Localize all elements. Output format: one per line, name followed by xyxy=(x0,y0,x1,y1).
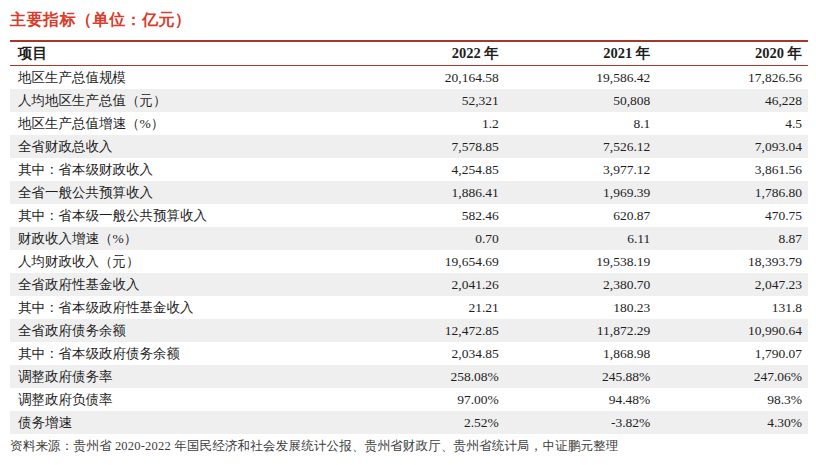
table-row: 财政收入增速（%）0.706.118.87 xyxy=(10,227,808,250)
row-value: 19,538.19 xyxy=(505,250,657,273)
row-value: 245.88% xyxy=(505,365,657,388)
row-label: 全省一般公共预算收入 xyxy=(10,181,361,204)
column-header-year: 2020 年 xyxy=(656,41,808,66)
row-label: 调整政府负债率 xyxy=(10,388,361,411)
row-value: 8.1 xyxy=(505,112,657,135)
row-value: 258.08% xyxy=(361,365,505,388)
row-label: 财政收入增速（%） xyxy=(10,227,361,250)
row-value: 21.21 xyxy=(361,296,505,319)
table-row: 人均地区生产总值（元）52,32150,80846,228 xyxy=(10,89,808,112)
row-value: 620.87 xyxy=(505,204,657,227)
row-label: 其中：省本级政府性基金收入 xyxy=(10,296,361,319)
row-value: 20,164.58 xyxy=(361,66,505,90)
row-value: 2,047.23 xyxy=(656,273,808,296)
column-header-year: 2022 年 xyxy=(361,41,505,66)
row-value: 3,977.12 xyxy=(505,158,657,181)
table-row: 其中：省本级财政收入4,254.853,977.123,861.56 xyxy=(10,158,808,181)
row-value: 1,786.80 xyxy=(656,181,808,204)
row-value: 582.46 xyxy=(361,204,505,227)
row-value: 2,380.70 xyxy=(505,273,657,296)
report-page: 主要指标（单位：亿元） 项目2022 年2021 年2020 年 地区生产总值规… xyxy=(0,0,816,455)
row-value: 17,826.56 xyxy=(656,66,808,90)
row-value: 1,790.07 xyxy=(656,342,808,365)
row-value: 7,526.12 xyxy=(505,135,657,158)
row-value: 2.52% xyxy=(361,411,505,434)
row-value: 11,872.29 xyxy=(505,319,657,342)
table-row: 地区生产总值增速（%）1.28.14.5 xyxy=(10,112,808,135)
row-value: -3.82% xyxy=(505,411,657,434)
row-label: 其中：省本级政府债务余额 xyxy=(10,342,361,365)
row-value: 46,228 xyxy=(656,89,808,112)
table-row: 全省一般公共预算收入1,886.411,969.391,786.80 xyxy=(10,181,808,204)
table-row: 人均财政收入（元）19,654.6919,538.1918,393.79 xyxy=(10,250,808,273)
table-row: 调整政府债务率258.08%245.88%247.06% xyxy=(10,365,808,388)
row-value: 1.2 xyxy=(361,112,505,135)
table-row: 全省财政总收入7,578.857,526.127,093.04 xyxy=(10,135,808,158)
row-label: 全省政府性基金收入 xyxy=(10,273,361,296)
row-value: 131.8 xyxy=(656,296,808,319)
row-value: 18,393.79 xyxy=(656,250,808,273)
row-label: 其中：省本级一般公共预算收入 xyxy=(10,204,361,227)
row-label: 全省财政总收入 xyxy=(10,135,361,158)
row-value: 3,861.56 xyxy=(656,158,808,181)
source-note: 资料来源：贵州省 2020-2022 年国民经济和社会发展统计公报、贵州省财政厅… xyxy=(10,438,808,455)
row-label: 其中：省本级财政收入 xyxy=(10,158,361,181)
row-value: 4.30% xyxy=(656,411,808,434)
indicators-table: 项目2022 年2021 年2020 年 地区生产总值规模20,164.5819… xyxy=(10,40,808,434)
table-row: 调整政府负债率97.00%94.48%98.3% xyxy=(10,388,808,411)
row-value: 19,654.69 xyxy=(361,250,505,273)
row-value: 1,868.98 xyxy=(505,342,657,365)
header-row: 项目2022 年2021 年2020 年 xyxy=(10,41,808,66)
row-label: 地区生产总值增速（%） xyxy=(10,112,361,135)
row-value: 7,578.85 xyxy=(361,135,505,158)
column-header-year: 2021 年 xyxy=(505,41,657,66)
row-value: 50,808 xyxy=(505,89,657,112)
row-value: 8.87 xyxy=(656,227,808,250)
row-value: 470.75 xyxy=(656,204,808,227)
table-row: 其中：省本级政府债务余额2,034.851,868.981,790.07 xyxy=(10,342,808,365)
row-value: 4.5 xyxy=(656,112,808,135)
row-value: 7,093.04 xyxy=(656,135,808,158)
table-row: 地区生产总值规模20,164.5819,586.4217,826.56 xyxy=(10,66,808,90)
row-label: 人均地区生产总值（元） xyxy=(10,89,361,112)
row-value: 1,969.39 xyxy=(505,181,657,204)
row-value: 97.00% xyxy=(361,388,505,411)
row-label: 全省政府债务余额 xyxy=(10,319,361,342)
table-row: 全省政府债务余额12,472.8511,872.2910,990.64 xyxy=(10,319,808,342)
section-title: 主要指标（单位：亿元） xyxy=(10,10,808,31)
table-body: 地区生产总值规模20,164.5819,586.4217,826.56人均地区生… xyxy=(10,66,808,435)
row-value: 98.3% xyxy=(656,388,808,411)
column-header-item: 项目 xyxy=(10,41,361,66)
row-label: 地区生产总值规模 xyxy=(10,66,361,90)
table-row: 全省政府性基金收入2,041.262,380.702,047.23 xyxy=(10,273,808,296)
row-value: 2,034.85 xyxy=(361,342,505,365)
row-label: 债务增速 xyxy=(10,411,361,434)
row-value: 94.48% xyxy=(505,388,657,411)
row-value: 12,472.85 xyxy=(361,319,505,342)
row-value: 247.06% xyxy=(656,365,808,388)
row-label: 人均财政收入（元） xyxy=(10,250,361,273)
row-value: 52,321 xyxy=(361,89,505,112)
row-value: 1,886.41 xyxy=(361,181,505,204)
row-label: 调整政府债务率 xyxy=(10,365,361,388)
row-value: 4,254.85 xyxy=(361,158,505,181)
table-row: 其中：省本级政府性基金收入21.21180.23131.8 xyxy=(10,296,808,319)
row-value: 6.11 xyxy=(505,227,657,250)
row-value: 0.70 xyxy=(361,227,505,250)
table-row: 其中：省本级一般公共预算收入582.46620.87470.75 xyxy=(10,204,808,227)
table-row: 债务增速2.52%-3.82%4.30% xyxy=(10,411,808,434)
row-value: 180.23 xyxy=(505,296,657,319)
row-value: 19,586.42 xyxy=(505,66,657,90)
row-value: 2,041.26 xyxy=(361,273,505,296)
row-value: 10,990.64 xyxy=(656,319,808,342)
table-header: 项目2022 年2021 年2020 年 xyxy=(10,41,808,66)
